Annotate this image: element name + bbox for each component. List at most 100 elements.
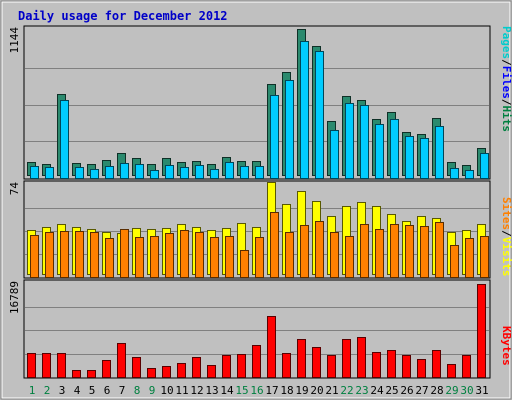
day-label: 5 <box>89 384 96 397</box>
day-label: 22 <box>340 384 353 397</box>
day-label: 23 <box>355 384 368 397</box>
hits-files-pages-files-bar <box>180 167 189 179</box>
kbytes-kbytes-bar <box>162 366 171 378</box>
day-label: 17 <box>265 384 278 397</box>
visits-sites-sites-bar <box>90 232 99 278</box>
kbytes-kbytes-bar <box>87 370 96 378</box>
hits-legend: Pages/Files/Hits <box>500 26 512 132</box>
day-label: 16 <box>250 384 263 397</box>
day-label: 13 <box>205 384 218 397</box>
legend-item: Pages <box>500 26 512 59</box>
kbytes-kbytes-bar <box>417 359 426 378</box>
hits-files-pages-files-bar <box>330 130 339 179</box>
hits-files-pages-files-bar <box>150 170 159 179</box>
kbytes-kbytes-bar <box>102 360 111 378</box>
visits-sites-sites-bar <box>225 236 234 278</box>
legend-item: Hits <box>500 106 512 133</box>
day-label: 21 <box>325 384 338 397</box>
chart-title: Daily usage for December 2012 <box>18 9 228 23</box>
hits-files-pages-files-bar <box>480 153 489 179</box>
visits-sites-sites-bar <box>285 232 294 278</box>
day-label: 18 <box>280 384 293 397</box>
hits-files-pages-files-bar <box>465 170 474 179</box>
legend-item: Sites <box>500 197 512 230</box>
visits-sites-sites-bar <box>165 233 174 278</box>
visits-sites-sites-bar <box>390 224 399 278</box>
hits-files-pages-files-bar <box>255 166 264 179</box>
visits-sites-sites-bar <box>405 225 414 278</box>
visits-sites-sites-bar <box>360 224 369 278</box>
visits-sites-sites-bar <box>180 230 189 278</box>
day-label: 10 <box>160 384 173 397</box>
hits-files-pages-files-bar <box>195 165 204 179</box>
kbytes-kbytes-bar <box>387 350 396 378</box>
kbytes-kbytes-bar <box>42 353 51 378</box>
kbytes-kbytes-bar <box>477 284 486 378</box>
kbytes-kbytes-bar <box>177 363 186 378</box>
kbytes-kbytes-bar <box>57 353 66 378</box>
kbytes-kbytes-bar <box>342 339 351 378</box>
hits-files-pages-files-bar <box>420 138 429 179</box>
visits-sites-sites-bar <box>120 229 129 278</box>
kbytes-kbytes-bar <box>462 355 471 378</box>
kbytes-kbytes-bar <box>27 353 36 378</box>
bars-layer <box>27 29 489 378</box>
day-label: 31 <box>475 384 488 397</box>
visits-sites-sites-bar <box>240 250 249 278</box>
legend-item: / <box>500 59 512 66</box>
hits-files-pages-files-bar <box>390 119 399 179</box>
day-label: 20 <box>310 384 323 397</box>
hits-files-pages-files-bar <box>375 124 384 179</box>
legend-item: Files <box>500 66 512 99</box>
hits-files-pages-files-bar <box>225 162 234 179</box>
legend-item: / <box>500 230 512 237</box>
visits-sites-sites-bar <box>45 232 54 278</box>
day-label: 9 <box>149 384 156 397</box>
kbytes-ymax-label: 16789 <box>8 281 21 314</box>
visits-sites-sites-bar <box>195 232 204 278</box>
kbytes-kbytes-bar <box>117 343 126 378</box>
visits-sites-sites-bar <box>345 236 354 278</box>
kbytes-kbytes-bar <box>132 357 141 378</box>
kbytes-kbytes-bar <box>282 353 291 378</box>
visits-ymax-label: 74 <box>8 182 21 196</box>
hits-files-pages-files-bar <box>405 136 414 179</box>
hits-files-pages-files-bar <box>435 126 444 179</box>
day-label: 3 <box>59 384 66 397</box>
hits-files-pages-files-bar <box>30 166 39 179</box>
day-label: 24 <box>370 384 384 397</box>
hits-files-pages-files-bar <box>165 165 174 179</box>
hits-files-pages-files-bar <box>60 100 69 179</box>
day-label: 14 <box>220 384 234 397</box>
visits-sites-sites-bar <box>30 235 39 278</box>
day-label: 4 <box>74 384 81 397</box>
day-label: 19 <box>295 384 308 397</box>
visits-sites-sites-bar <box>480 236 489 278</box>
hits-files-pages-files-bar <box>45 167 54 179</box>
day-labels: 1 2 3 4 5 6 7 8 9 10 11 12 13 14 15 16 17 18 19 20 21 22 23 24 2… <box>29 384 489 397</box>
kbytes-kbytes-bar <box>267 316 276 378</box>
visits-sites-sites-bar <box>450 245 459 278</box>
hits-ymax-label: 1144 <box>8 27 21 54</box>
hits-files-pages-files-bar <box>315 51 324 179</box>
day-label: 26 <box>400 384 413 397</box>
visits-sites-sites-bar <box>135 237 144 278</box>
hits-files-pages-files-bar <box>210 169 219 179</box>
day-label: 15 <box>235 384 248 397</box>
hits-files-pages-files-bar <box>240 166 249 179</box>
day-label: 8 <box>134 384 141 397</box>
kbytes-kbytes-bar <box>72 370 81 378</box>
legend-item: / <box>500 99 512 106</box>
hits-files-pages-files-bar <box>75 167 84 179</box>
visits-sites-sites-bar <box>375 229 384 278</box>
visits-sites-sites-bar <box>150 236 159 278</box>
kbytes-kbytes-bar <box>312 347 321 378</box>
hits-files-pages-files-bar <box>90 169 99 179</box>
day-label: 29 <box>445 384 458 397</box>
hits-files-pages-files-bar <box>345 103 354 179</box>
visits-sites-sites-bar <box>255 237 264 278</box>
kbytes-kbytes-bar <box>192 357 201 378</box>
kbytes-kbytes-bar <box>252 345 261 378</box>
